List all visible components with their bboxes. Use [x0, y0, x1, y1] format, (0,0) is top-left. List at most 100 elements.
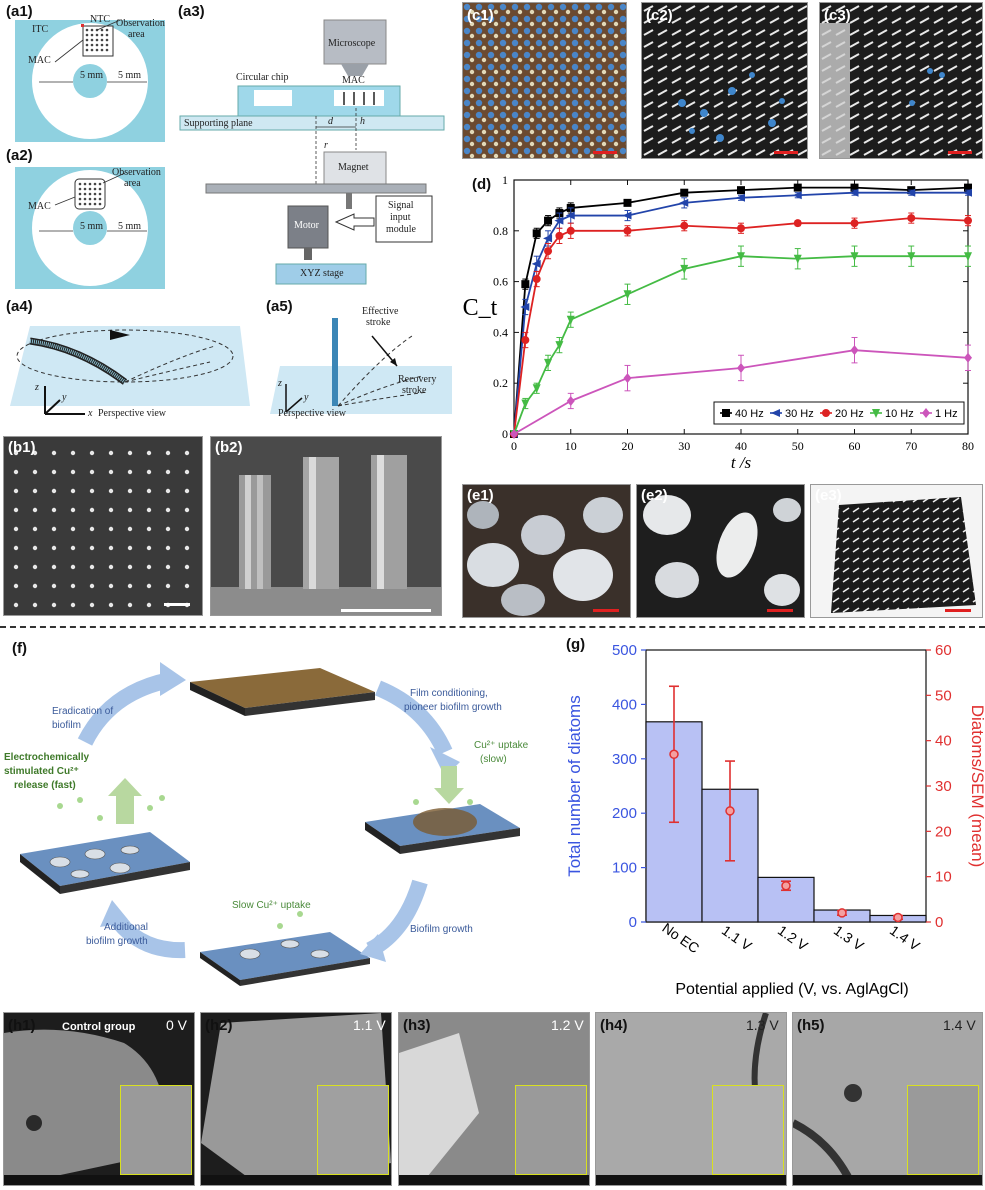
a2-dim1-label: 5 mm — [80, 221, 104, 232]
panel-label-a4: (a4) — [6, 298, 33, 315]
d-data-point — [850, 345, 859, 356]
panel-a1: (a1) ITC NTC Observation area MAC 5 mm 5… — [0, 0, 180, 145]
h1-voltage-label: 0 V — [166, 1017, 188, 1033]
a3-mac-label: MAC — [342, 75, 365, 86]
d-data-point — [532, 229, 541, 238]
panel-a4: (a4) z y x Perspective view — [0, 296, 260, 421]
d-y-tick-label: 0.6 — [493, 275, 508, 289]
a5-recovery-label-2: stroke — [402, 385, 427, 396]
a1-area-label: area — [128, 29, 145, 40]
c3-particles — [820, 3, 982, 158]
d-data-point — [520, 303, 530, 311]
h1-info-bar — [4, 1175, 194, 1185]
d-data-point — [554, 216, 564, 225]
d-data-point — [622, 211, 632, 220]
g-x-tick-label: No EC — [659, 920, 702, 957]
a1-mac-label: MAC — [28, 55, 51, 66]
d-legend-marker — [771, 409, 780, 417]
f-eradication-label-2: biofilm — [52, 720, 81, 731]
photo-c3: (c3) — [819, 2, 983, 159]
g-x-tick-label: 1.3 V — [831, 922, 867, 954]
h1-inset — [120, 1085, 192, 1175]
panel-a5: (a5) Effective stroke Recovery stroke z … — [262, 296, 454, 424]
a2-chip-diagram — [15, 167, 165, 289]
panel-f: (f) — [0, 632, 540, 992]
a3-setup-diagram — [179, 19, 445, 285]
d-data-point — [623, 226, 632, 235]
photo-h1: Control group 0 V (h1) — [3, 1012, 195, 1186]
h1-control-label: Control group — [62, 1021, 136, 1033]
d-data-point — [793, 219, 802, 228]
a2-observation-label: Observation — [112, 167, 161, 178]
d-y-tick-label: 1 — [502, 173, 508, 187]
c1-scale-bar — [593, 151, 617, 154]
g-right-tick-label: 10 — [935, 869, 952, 886]
c2-particles — [642, 3, 807, 158]
g-x-tick-label: 1.1 V — [719, 922, 755, 954]
d-data-point — [680, 264, 689, 274]
g-mean-point — [725, 806, 735, 816]
g-x-tick-label: 1.2 V — [775, 922, 811, 954]
d-data-point — [532, 275, 541, 284]
a4-stroke-diagram — [10, 326, 250, 415]
g-right-tick-label: 60 — [935, 642, 952, 659]
g-right-tick-label: 40 — [935, 733, 952, 750]
panel-label-h4: (h4) — [600, 1017, 628, 1034]
f-biofilm-growth-label: Biofilm growth — [410, 924, 473, 935]
a2-area-label: area — [124, 178, 141, 189]
photo-e3: (e3) — [810, 484, 983, 618]
g-mean-point — [669, 749, 679, 760]
photo-h3: 1.2 V (h3) — [398, 1012, 590, 1186]
a1-ntc-label: NTC — [90, 14, 110, 25]
photo-h4: 1.3 V (h4) — [595, 1012, 787, 1186]
d-data-point — [623, 198, 632, 207]
panel-a3: (a3) Microscope Circular chip MAC Suppor… — [176, 0, 452, 292]
h4-inset — [712, 1085, 784, 1175]
d-data-point — [680, 188, 689, 197]
f-electro-label-1: Electrochemically — [4, 752, 90, 763]
e2-scale-bar — [767, 609, 793, 612]
d-x-tick-label: 80 — [962, 439, 974, 453]
d-data-point — [555, 231, 564, 240]
c1-particles — [463, 3, 626, 158]
d-data-point — [623, 290, 632, 300]
h2-info-bar — [201, 1175, 391, 1185]
b1-pillar-array — [4, 437, 202, 615]
panel-label-e2: (e2) — [641, 487, 668, 504]
d-x-tick-label: 10 — [565, 439, 577, 453]
d-data-point — [737, 362, 745, 373]
panel-label-c2: (c2) — [646, 7, 673, 24]
d-data-point — [543, 234, 553, 243]
a3-h-label: h — [360, 116, 365, 127]
d-x-tick-label: 70 — [905, 439, 917, 453]
d-y-tick-label: 0 — [502, 427, 508, 441]
d-series-line — [513, 349, 969, 435]
panel-label-c3: (c3) — [824, 7, 851, 24]
photo-b1: (b1) — [3, 436, 203, 616]
g-right-tick-label: 30 — [935, 778, 952, 795]
panel-label-e1: (e1) — [467, 487, 494, 504]
d-data-point — [907, 214, 916, 223]
chart-g: No EC 1.1 V 1.2 V 1.3 V 1.4 V010020030040050… — [565, 642, 985, 998]
a3-plane-label: Supporting plane — [184, 118, 253, 129]
a3-microscope-label: Microscope — [328, 38, 376, 49]
f-additional-label-1: Additional — [104, 922, 148, 933]
a5-stroke-diagram — [270, 318, 452, 414]
d-y-axis-label: C_t — [463, 295, 498, 321]
b2-pillars — [211, 437, 441, 615]
g-left-tick-label: 500 — [612, 642, 637, 659]
f-slow-uptake-label: Slow Cu²⁺ uptake — [232, 900, 311, 911]
h5-voltage-label: 1.4 V — [943, 1017, 976, 1033]
d-x-tick-label: 20 — [622, 439, 634, 453]
d-data-point — [964, 352, 972, 363]
a3-motor-label: Motor — [294, 220, 319, 231]
g-left-tick-label: 0 — [629, 914, 637, 931]
d-data-point — [737, 252, 745, 262]
d-data-point — [963, 188, 972, 197]
d-legend-label: 30 Hz — [785, 408, 814, 420]
photo-c2: (c2) — [641, 2, 808, 159]
d-legend-marker — [822, 409, 830, 417]
d-data-point — [566, 315, 575, 325]
g-left-tick-label: 300 — [612, 751, 637, 768]
d-y-tick-label: 0.2 — [493, 376, 508, 390]
